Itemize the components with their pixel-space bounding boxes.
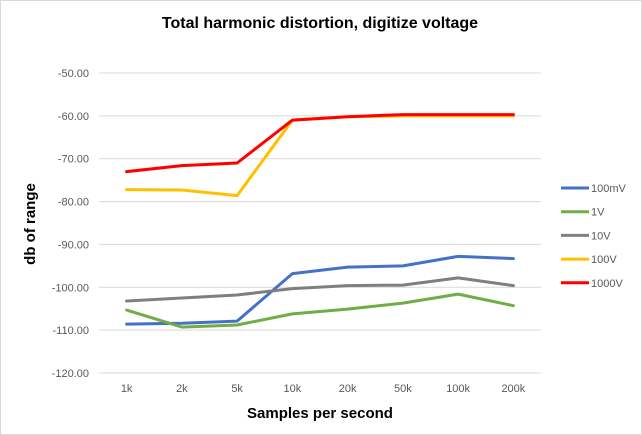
legend-label: 10V xyxy=(591,230,611,242)
series-line-1000v xyxy=(125,113,515,174)
legend-label: 1000V xyxy=(591,278,623,290)
legend-label: 100mV xyxy=(591,183,627,195)
y-tick-label: -60.00 xyxy=(58,111,89,123)
legend-item-1000v: 1000V xyxy=(561,278,623,290)
data-series xyxy=(125,113,515,329)
x-tick-label: 1k xyxy=(121,383,133,395)
x-tick-label: 200k xyxy=(501,383,525,395)
legend-label: 1V xyxy=(591,207,605,219)
series-line-100v xyxy=(125,114,515,198)
x-axis-ticks: 1k 2k 5k 10k 20k 50k 100k 200k xyxy=(121,383,526,395)
y-tick-label: -80.00 xyxy=(58,197,89,209)
y-tick-label: -50.00 xyxy=(58,68,89,80)
legend-item-100mv: 100mV xyxy=(561,183,627,195)
x-axis-title: Samples per second xyxy=(247,405,393,422)
y-tick-label: -110.00 xyxy=(53,325,90,337)
x-tick-label: 5k xyxy=(231,383,243,395)
x-tick-label: 100k xyxy=(446,383,470,395)
legend-item-1v: 1V xyxy=(561,207,605,219)
legend-label: 100V xyxy=(591,254,617,266)
y-tick-label: -70.00 xyxy=(58,154,89,166)
y-tick-label: -100.00 xyxy=(52,282,89,294)
series-line-10v xyxy=(125,276,515,303)
x-tick-label: 10k xyxy=(284,383,302,395)
legend-item-100v: 100V xyxy=(561,254,617,266)
x-tick-label: 2k xyxy=(176,383,188,395)
y-axis-ticks: -50.00 -60.00 -70.00 -80.00 -90.00 -100.00 -11… xyxy=(52,68,89,380)
y-axis-title: db of range xyxy=(22,183,39,265)
x-tick-label: 50k xyxy=(394,383,412,395)
y-tick-label: -90.00 xyxy=(58,239,89,251)
legend: 100mV 1V 10V 100V 1000V xyxy=(561,183,627,290)
x-tick-label: 20k xyxy=(339,383,357,395)
series-line-100mv xyxy=(125,254,515,326)
chart-title: Total harmonic distortion, digitize volt… xyxy=(162,15,478,32)
legend-item-10v: 10V xyxy=(561,230,611,242)
y-tick-label: -120.00 xyxy=(52,368,89,380)
series-line-1v xyxy=(125,292,515,329)
